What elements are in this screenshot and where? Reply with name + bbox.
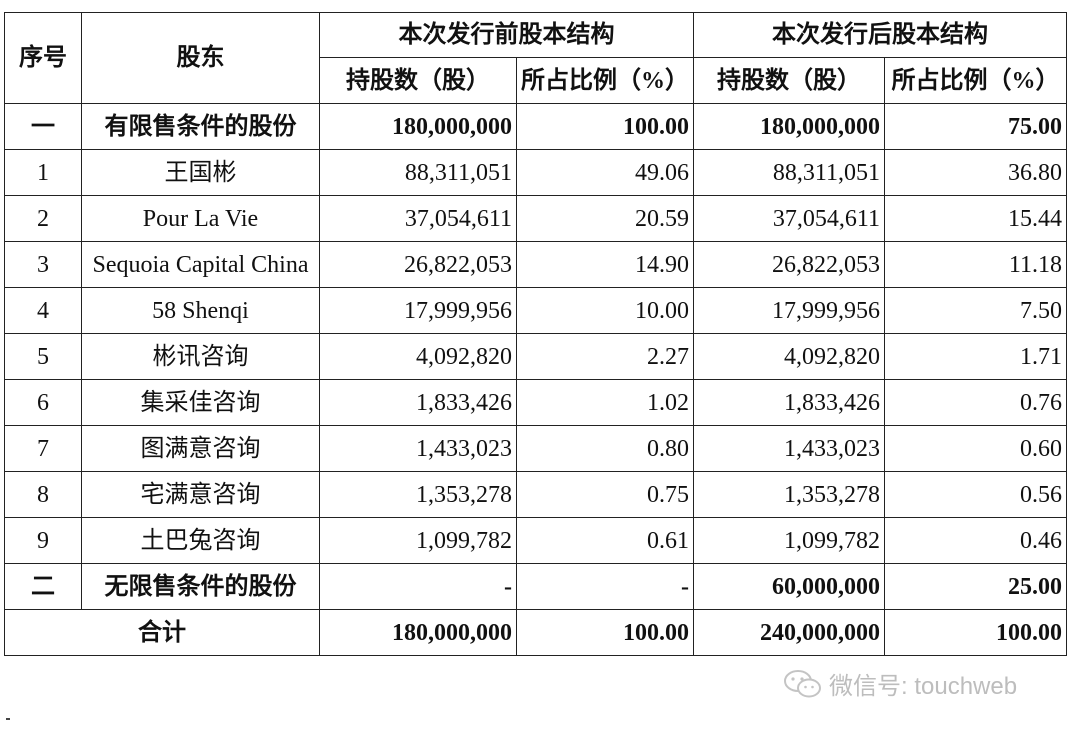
cell-name: 58 Shenqi xyxy=(81,287,320,334)
cell-after-shares: 1,433,023 xyxy=(693,425,885,472)
cell-before-ratio: 0.80 xyxy=(516,425,694,472)
cell-seq: 5 xyxy=(4,333,82,380)
cell-after-ratio: 25.00 xyxy=(884,563,1067,610)
table-row-unrestricted: 二 无限售条件的股份 - - 60,000,000 25.00 xyxy=(4,563,1067,610)
cell-before-ratio: 100.00 xyxy=(516,103,694,150)
header-after-ratio: 所占比例（%） xyxy=(884,57,1067,104)
wechat-icon xyxy=(783,669,823,699)
cell-after-ratio: 1.71 xyxy=(884,333,1067,380)
cell-after-ratio: 0.60 xyxy=(884,425,1067,472)
cell-after-ratio: 7.50 xyxy=(884,287,1067,334)
cell-before-shares: 180,000,000 xyxy=(319,103,517,150)
cell-before-ratio: 2.27 xyxy=(516,333,694,380)
cell-before-shares: 88,311,051 xyxy=(319,149,517,196)
cell-before-ratio: 1.02 xyxy=(516,379,694,426)
table-row: 8 宅满意咨询 1,353,278 0.75 1,353,278 0.56 xyxy=(4,471,1067,518)
cell-before-shares: 4,092,820 xyxy=(319,333,517,380)
page-mark xyxy=(6,718,10,720)
cell-name: Sequoia Capital China xyxy=(81,241,320,288)
cell-after-shares: 1,099,782 xyxy=(693,517,885,564)
cell-after-ratio: 0.76 xyxy=(884,379,1067,426)
cell-after-shares: 60,000,000 xyxy=(693,563,885,610)
cell-before-ratio: 0.75 xyxy=(516,471,694,518)
cell-name: 无限售条件的股份 xyxy=(81,563,320,610)
cell-seq: 6 xyxy=(4,379,82,426)
table-row: 5 彬讯咨询 4,092,820 2.27 4,092,820 1.71 xyxy=(4,333,1067,380)
cell-name: 宅满意咨询 xyxy=(81,471,320,518)
cell-seq: 4 xyxy=(4,287,82,334)
cell-total-label: 合计 xyxy=(4,609,320,656)
cell-seq: 1 xyxy=(4,149,82,196)
cell-after-ratio: 0.56 xyxy=(884,471,1067,518)
header-before-shares: 持股数（股） xyxy=(319,57,517,104)
header-after-group: 本次发行后股本结构 xyxy=(693,12,1067,58)
cell-after-shares: 1,833,426 xyxy=(693,379,885,426)
cell-before-ratio: - xyxy=(516,563,694,610)
cell-name: 王国彬 xyxy=(81,149,320,196)
cell-before-ratio: 49.06 xyxy=(516,149,694,196)
cell-after-ratio: 36.80 xyxy=(884,149,1067,196)
table-row: 1 王国彬 88,311,051 49.06 88,311,051 36.80 xyxy=(4,149,1067,196)
cell-after-ratio: 0.46 xyxy=(884,517,1067,564)
cell-seq: 3 xyxy=(4,241,82,288)
cell-seq: 9 xyxy=(4,517,82,564)
cell-name: 土巴兔咨询 xyxy=(81,517,320,564)
cell-name: 图满意咨询 xyxy=(81,425,320,472)
cell-after-shares: 37,054,611 xyxy=(693,195,885,242)
cell-after-shares: 4,092,820 xyxy=(693,333,885,380)
cell-before-shares: 1,433,023 xyxy=(319,425,517,472)
table-row: 3 Sequoia Capital China 26,822,053 14.90… xyxy=(4,241,1067,288)
header-shareholder: 股东 xyxy=(81,12,320,104)
cell-total-before-shares: 180,000,000 xyxy=(319,609,517,656)
header-seq: 序号 xyxy=(4,12,82,104)
cell-before-shares: - xyxy=(319,563,517,610)
cell-seq: 2 xyxy=(4,195,82,242)
cell-seq: 一 xyxy=(4,103,82,150)
cell-after-shares: 1,353,278 xyxy=(693,471,885,518)
cell-after-ratio: 75.00 xyxy=(884,103,1067,150)
header-before-ratio: 所占比例（%） xyxy=(516,57,694,104)
cell-after-shares: 26,822,053 xyxy=(693,241,885,288)
cell-seq: 7 xyxy=(4,425,82,472)
table-row: 6 集采佳咨询 1,833,426 1.02 1,833,426 0.76 xyxy=(4,379,1067,426)
wechat-watermark: 微信号: touchweb xyxy=(783,666,1017,701)
table-row: 2 Pour La Vie 37,054,611 20.59 37,054,61… xyxy=(4,195,1067,242)
cell-name: 有限售条件的股份 xyxy=(81,103,320,150)
equity-structure-table: 序号 股东 本次发行前股本结构 本次发行后股本结构 持股数（股） 所占比例（%）… xyxy=(4,12,1067,656)
cell-total-after-ratio: 100.00 xyxy=(884,609,1067,656)
cell-name: 集采佳咨询 xyxy=(81,379,320,426)
header-after-shares: 持股数（股） xyxy=(693,57,885,104)
cell-before-shares: 1,099,782 xyxy=(319,517,517,564)
table-row: 9 土巴兔咨询 1,099,782 0.61 1,099,782 0.46 xyxy=(4,517,1067,564)
cell-before-shares: 1,353,278 xyxy=(319,471,517,518)
cell-before-shares: 1,833,426 xyxy=(319,379,517,426)
watermark-text: 微信号: touchweb xyxy=(829,673,1018,700)
cell-after-ratio: 15.44 xyxy=(884,195,1067,242)
cell-seq: 8 xyxy=(4,471,82,518)
table-row-total: 合计 180,000,000 100.00 240,000,000 100.00 xyxy=(4,609,1067,656)
header-before-group: 本次发行前股本结构 xyxy=(319,12,694,58)
table-row: 4 58 Shenqi 17,999,956 10.00 17,999,956 … xyxy=(4,287,1067,334)
cell-total-before-ratio: 100.00 xyxy=(516,609,694,656)
cell-before-shares: 37,054,611 xyxy=(319,195,517,242)
cell-seq: 二 xyxy=(4,563,82,610)
table-row: 7 图满意咨询 1,433,023 0.80 1,433,023 0.60 xyxy=(4,425,1067,472)
cell-before-ratio: 20.59 xyxy=(516,195,694,242)
cell-before-ratio: 14.90 xyxy=(516,241,694,288)
cell-name: 彬讯咨询 xyxy=(81,333,320,380)
table-row-restricted: 一 有限售条件的股份 180,000,000 100.00 180,000,00… xyxy=(4,103,1067,150)
cell-before-ratio: 0.61 xyxy=(516,517,694,564)
cell-total-after-shares: 240,000,000 xyxy=(693,609,885,656)
cell-name: Pour La Vie xyxy=(81,195,320,242)
cell-before-ratio: 10.00 xyxy=(516,287,694,334)
cell-before-shares: 26,822,053 xyxy=(319,241,517,288)
cell-after-shares: 180,000,000 xyxy=(693,103,885,150)
cell-after-shares: 88,311,051 xyxy=(693,149,885,196)
cell-after-ratio: 11.18 xyxy=(884,241,1067,288)
cell-before-shares: 17,999,956 xyxy=(319,287,517,334)
cell-after-shares: 17,999,956 xyxy=(693,287,885,334)
